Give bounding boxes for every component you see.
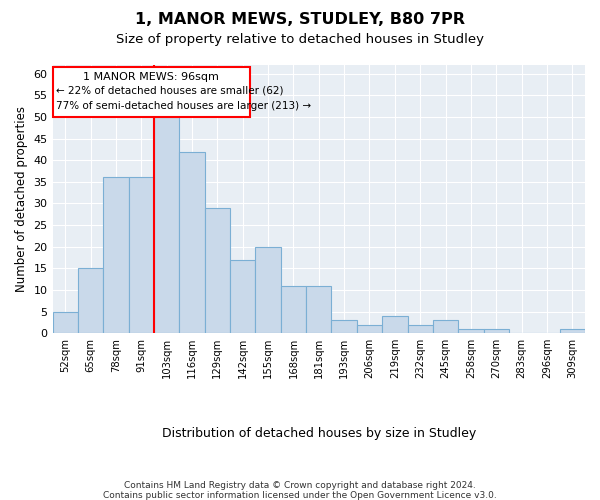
Bar: [458, 329, 484, 333]
Text: Size of property relative to detached houses in Studley: Size of property relative to detached ho…: [116, 32, 484, 46]
Bar: [128, 178, 154, 333]
Bar: [382, 316, 407, 333]
Y-axis label: Number of detached properties: Number of detached properties: [15, 106, 28, 292]
Text: Contains public sector information licensed under the Open Government Licence v3: Contains public sector information licen…: [103, 491, 497, 500]
Bar: [331, 320, 357, 333]
Text: Contains HM Land Registry data © Crown copyright and database right 2024.: Contains HM Land Registry data © Crown c…: [124, 481, 476, 490]
Bar: [205, 208, 230, 333]
Bar: [560, 329, 585, 333]
Bar: [179, 152, 205, 333]
Text: 1, MANOR MEWS, STUDLEY, B80 7PR: 1, MANOR MEWS, STUDLEY, B80 7PR: [135, 12, 465, 28]
FancyBboxPatch shape: [53, 67, 250, 117]
Bar: [230, 260, 256, 333]
Bar: [407, 324, 433, 333]
Bar: [433, 320, 458, 333]
Bar: [154, 117, 179, 333]
X-axis label: Distribution of detached houses by size in Studley: Distribution of detached houses by size …: [161, 427, 476, 440]
Bar: [256, 246, 281, 333]
Bar: [103, 178, 128, 333]
Bar: [78, 268, 103, 333]
Text: ← 22% of detached houses are smaller (62): ← 22% of detached houses are smaller (62…: [56, 85, 284, 95]
Text: 77% of semi-detached houses are larger (213) →: 77% of semi-detached houses are larger (…: [56, 101, 311, 111]
Bar: [484, 329, 509, 333]
Bar: [281, 286, 306, 333]
Bar: [357, 324, 382, 333]
Text: 1 MANOR MEWS: 96sqm: 1 MANOR MEWS: 96sqm: [83, 72, 220, 82]
Bar: [53, 312, 78, 333]
Bar: [306, 286, 331, 333]
